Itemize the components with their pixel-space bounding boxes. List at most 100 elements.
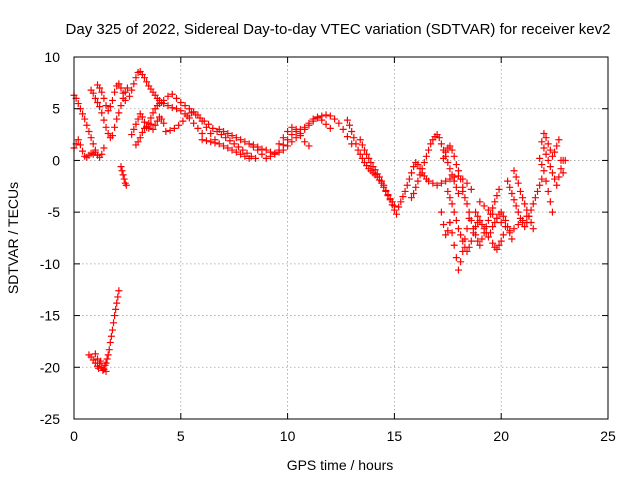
data-point (446, 175, 454, 183)
data-point (450, 241, 458, 249)
data-point (173, 105, 181, 113)
data-point (493, 192, 501, 200)
data-point (476, 198, 484, 206)
data-point (516, 214, 524, 222)
data-point (399, 193, 407, 201)
chart-title: Day 325 of 2022, Sidereal Day-to-day VTE… (66, 21, 611, 38)
data-point (170, 124, 178, 132)
data-point (514, 179, 522, 187)
data-point (536, 181, 544, 189)
x-tick-label: 10 (280, 428, 296, 444)
data-point (425, 177, 433, 185)
data-point (444, 158, 452, 166)
data-point (138, 113, 146, 121)
data-point (113, 115, 121, 123)
data-point (454, 225, 462, 233)
data-point (322, 120, 330, 128)
data-point (420, 158, 428, 166)
data-point (540, 130, 548, 138)
data-point (540, 167, 548, 175)
data-point (504, 177, 512, 185)
data-point (237, 150, 245, 158)
data-point (548, 208, 556, 216)
data-point (454, 266, 462, 274)
data-point (132, 74, 140, 82)
data-point (279, 134, 287, 142)
data-point (158, 115, 166, 123)
data-point (202, 137, 210, 145)
data-point (275, 146, 283, 154)
data-point (437, 140, 445, 148)
data-point (108, 96, 116, 104)
data-point (346, 121, 354, 129)
data-point (79, 110, 87, 118)
y-tick-label: -15 (40, 308, 60, 324)
data-point (463, 200, 471, 208)
data-point (136, 134, 144, 142)
data-point (378, 177, 386, 185)
data-point (105, 346, 113, 354)
data-point (234, 143, 242, 151)
data-point (288, 138, 296, 146)
data-point (93, 99, 101, 107)
data-point (166, 126, 174, 134)
data-point (446, 142, 454, 150)
y-tick-label: -5 (48, 204, 61, 220)
data-point (407, 169, 415, 177)
data-point (117, 102, 125, 110)
data-point (435, 134, 443, 142)
data-point (190, 119, 198, 127)
data-point (412, 183, 420, 191)
data-point (104, 107, 112, 115)
data-point (476, 241, 484, 249)
data-point (239, 146, 247, 154)
data-point (529, 200, 537, 208)
data-point (230, 140, 238, 148)
data-point (262, 146, 270, 154)
data-point (480, 202, 488, 210)
data-point (465, 208, 473, 216)
data-point (516, 187, 524, 195)
data-point (164, 92, 172, 100)
data-point (121, 96, 129, 104)
data-point (151, 121, 159, 129)
data-point (442, 231, 450, 239)
data-point (512, 173, 520, 181)
data-point (553, 142, 561, 150)
data-point (160, 96, 168, 104)
data-point (538, 138, 546, 146)
data-point (358, 154, 366, 162)
data-point (241, 138, 249, 146)
data-point (132, 120, 140, 128)
data-point (162, 127, 170, 135)
y-tick-label: 5 (52, 101, 60, 117)
data-point (179, 117, 187, 125)
data-point (544, 156, 552, 164)
data-point (437, 179, 445, 187)
data-point (388, 198, 396, 206)
data-point (410, 190, 418, 198)
data-point (422, 152, 430, 160)
data-point (501, 216, 509, 224)
data-point (130, 125, 138, 133)
data-point (252, 154, 260, 162)
x-tick-labels: 0 5 10 15 20 25 (70, 428, 616, 444)
data-point (418, 165, 426, 173)
data-point (442, 148, 450, 156)
data-point (173, 94, 181, 102)
data-point (546, 146, 554, 154)
data-point (367, 158, 375, 166)
data-point (292, 134, 300, 142)
data-point (237, 136, 245, 144)
data-point (416, 171, 424, 179)
data-point (115, 287, 123, 295)
data-point (102, 359, 110, 367)
data-point (198, 136, 206, 144)
data-point (425, 146, 433, 154)
data-point (467, 185, 475, 193)
data-point (363, 150, 371, 158)
data-point (130, 80, 138, 88)
data-point (521, 223, 529, 231)
data-point (181, 102, 189, 110)
data-point (467, 216, 475, 224)
